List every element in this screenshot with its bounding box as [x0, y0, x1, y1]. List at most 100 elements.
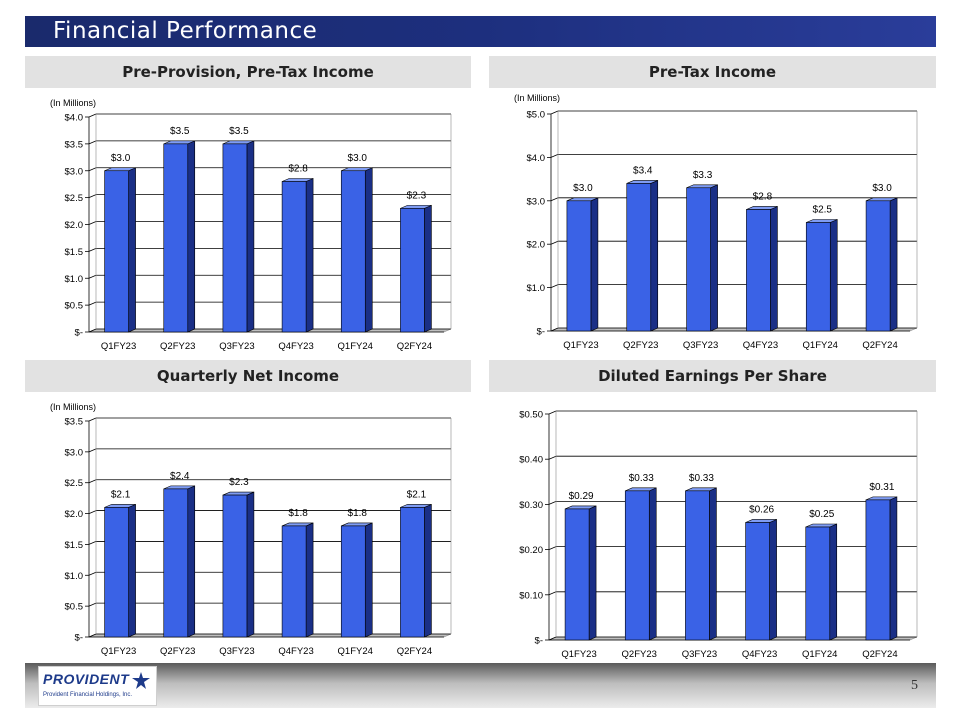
gridline-diag	[88, 602, 97, 607]
bar	[865, 499, 891, 641]
y-tick-label: $4.0	[527, 153, 546, 164]
x-tick-label: Q1FY23	[563, 340, 598, 351]
gridline-diag	[88, 113, 97, 118]
gridline-diag	[88, 510, 97, 514]
x-tick-label: Q1FY24	[338, 341, 373, 352]
bar	[566, 200, 592, 332]
provident-logo: PROVIDENT Provident Financial Holdings, …	[38, 666, 157, 706]
data-label: $3.5	[229, 126, 249, 137]
y-tick-label: $3.0	[65, 166, 84, 177]
bar	[222, 494, 248, 638]
y-tick-label: $1.5	[65, 247, 84, 258]
bar	[624, 490, 650, 641]
bar-side	[305, 522, 314, 638]
bar	[685, 490, 710, 641]
data-label: $3.0	[111, 153, 131, 164]
bar	[163, 488, 189, 638]
gridline-diag	[88, 479, 97, 484]
chart-net-income: $- $0.5 $1.0 $1.5 $2.0 $2.5 $3.0 $3.5 $2.1 Q1FY23…	[50, 402, 452, 657]
gridline-diag	[88, 571, 97, 576]
chart-pre-tax: $- $1.0 $2.0 $3.0 $4.0 $5.0 $3.0 Q1FY23 $3.4 Q2FY…	[514, 93, 918, 351]
logo-wordmark: PROVIDENT	[43, 671, 130, 687]
plot-floor	[550, 327, 918, 332]
bar-side	[650, 179, 659, 332]
gridline-diag	[548, 410, 557, 415]
slide-title: Financial Performance	[53, 18, 318, 44]
y-tick-label: $0.40	[519, 455, 543, 466]
unit-note: (In Millions)	[50, 98, 96, 108]
x-tick-label: Q1FY24	[802, 649, 837, 660]
y-tick-label: $-	[537, 327, 545, 338]
y-tick-label: $4.0	[65, 113, 84, 124]
bar	[746, 209, 771, 332]
footer-bar: PROVIDENT Provident Financial Holdings, …	[25, 663, 936, 708]
data-label: $3.0	[348, 153, 368, 164]
chart-eps: $- $0.10 $0.20 $0.30 $0.40 $0.50 $0.29 Q1FY23 $0…	[519, 410, 918, 660]
x-tick-label: Q2FY24	[397, 646, 432, 657]
bar-side	[128, 503, 136, 638]
bar-side	[128, 167, 136, 333]
data-label: $3.4	[633, 165, 653, 176]
bar-side	[424, 503, 432, 638]
bar	[865, 200, 891, 332]
gridline-diag	[550, 197, 559, 202]
gridline-diag	[548, 636, 557, 641]
data-label: $2.4	[170, 471, 190, 482]
gridline-diag	[88, 448, 97, 453]
data-label: $3.0	[872, 183, 892, 194]
y-tick-label: $1.0	[65, 274, 84, 285]
x-tick-label: Q3FY23	[219, 341, 254, 352]
x-tick-label: Q2FY23	[622, 649, 657, 660]
y-tick-label: $1.5	[65, 540, 84, 551]
plot-floor	[548, 636, 918, 641]
x-tick-label: Q3FY23	[682, 649, 717, 660]
bar-side	[305, 178, 314, 333]
data-label: $0.33	[689, 473, 714, 484]
x-tick-label: Q3FY23	[683, 340, 718, 351]
gridline-diag	[88, 248, 97, 252]
data-label: $1.8	[348, 508, 368, 519]
bar	[626, 183, 652, 332]
gridline-diag	[550, 110, 559, 115]
y-tick-label: $2.5	[65, 193, 84, 204]
page-number: 5	[911, 678, 918, 693]
x-tick-label: Q1FY23	[101, 646, 136, 657]
data-label: $0.26	[749, 504, 774, 515]
bar	[805, 222, 831, 332]
bar	[564, 508, 590, 641]
y-tick-label: $2.0	[65, 220, 84, 231]
gridline-diag	[88, 140, 97, 145]
bar	[281, 181, 307, 333]
gridline-diag	[548, 546, 557, 550]
plot-floor	[88, 328, 452, 333]
x-tick-label: Q4FY23	[278, 646, 313, 657]
data-label: $1.8	[288, 508, 308, 519]
chart-title-eps: Diluted Earnings Per Share	[489, 360, 936, 392]
y-tick-label: $3.5	[65, 417, 84, 428]
y-tick-label: $0.5	[65, 602, 84, 613]
gridline-diag	[550, 154, 559, 158]
bar-side	[770, 206, 778, 332]
plot-background	[89, 114, 451, 332]
data-label: $2.3	[407, 190, 427, 201]
x-tick-label: Q2FY24	[862, 649, 897, 660]
bar-side	[424, 204, 432, 333]
bar-side	[246, 140, 255, 333]
y-tick-label: $5.0	[527, 110, 546, 121]
unit-note: (In Millions)	[514, 93, 560, 103]
gridline-diag	[550, 284, 559, 288]
chart-title-pre-tax: Pre-Tax Income	[489, 56, 936, 88]
gridline-diag	[88, 417, 97, 422]
bar-side	[590, 197, 599, 332]
y-tick-label: $2.5	[65, 478, 84, 489]
plot-background	[549, 411, 917, 640]
x-tick-label: Q2FY23	[623, 340, 658, 351]
chart-pre-provision: $- $0.5 $1.0 $1.5 $2.0 $2.5 $3.0 $3.5 $4.0 $3.0 Q1…	[50, 98, 452, 352]
x-tick-label: Q2FY23	[160, 341, 195, 352]
plot-background	[89, 418, 451, 637]
bar-side	[710, 184, 718, 332]
y-tick-label: $2.0	[65, 509, 84, 520]
gridline-diag	[88, 328, 97, 333]
bar-side	[889, 496, 898, 641]
